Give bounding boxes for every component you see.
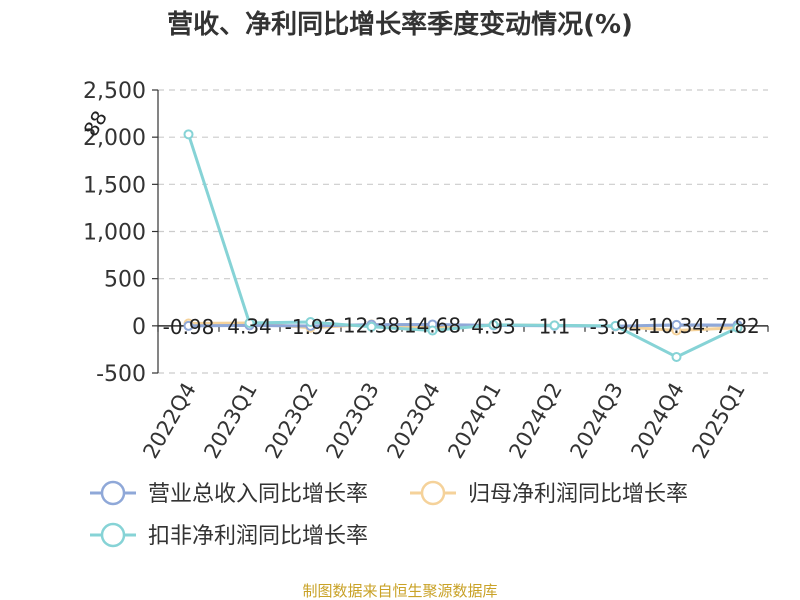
chart-title: 营收、净利同比增长率季度变动情况(%) — [167, 9, 633, 40]
data-labels: -0.98 4.34 -1.92 12.38 14.68 4.93 1.1 -3.94 10.3… — [163, 313, 760, 339]
data-label: 10.34 — [648, 314, 705, 338]
data-point — [244, 318, 255, 329]
x-tick-label: 2024Q2 — [504, 379, 566, 463]
data-label: -3.94 — [590, 315, 642, 339]
series-group — [183, 129, 743, 362]
y-tick-label: 2,000 — [83, 126, 146, 151]
y-tick-label: 2,500 — [83, 79, 146, 104]
data-label: 7.82 — [715, 314, 760, 338]
data-point — [732, 322, 743, 333]
x-tick-label: 2024Q3 — [565, 379, 627, 463]
data-label: -0.98 — [163, 315, 215, 339]
y-axis: -500 0 500 1,000 1,500 2,000 2,500 — [83, 79, 159, 387]
data-point — [610, 320, 621, 331]
y-tick-label: 1,500 — [83, 173, 146, 198]
x-axis: 2022Q42023Q12023Q22023Q32023Q42024Q12024… — [138, 325, 769, 463]
legend-label: 扣非净利润同比增长率 — [148, 524, 368, 549]
data-point — [549, 320, 560, 331]
data-point — [183, 129, 194, 140]
data-label: 12.38 — [343, 314, 400, 338]
legend-item[interactable]: 归母净利润同比增长率 — [410, 480, 688, 507]
data-point — [671, 319, 682, 330]
data-label: -1.92 — [285, 315, 337, 339]
data-label: 1.1 — [539, 315, 571, 339]
data-label: 4.93 — [471, 314, 516, 338]
legend-item[interactable]: 营业总收入同比增长率 — [90, 480, 368, 507]
series-line — [187, 133, 739, 359]
y-tick-label: 500 — [104, 268, 146, 293]
y-tick-label: 1,000 — [83, 221, 146, 246]
legend-label: 营业总收入同比增长率 — [148, 482, 368, 507]
x-tick-label: 2023Q3 — [321, 379, 383, 463]
x-tick-label: 2024Q4 — [626, 379, 688, 463]
data-point — [488, 319, 499, 330]
x-tick-label: 2023Q2 — [260, 379, 322, 463]
data-label: 14.68 — [404, 313, 461, 337]
legend-item[interactable]: 扣非净利润同比增长率 — [90, 522, 368, 549]
x-tick-label: 2022Q4 — [138, 379, 200, 463]
data-point — [305, 317, 316, 328]
y-tick-label: -500 — [96, 362, 146, 387]
legend-swatch-marker — [100, 522, 126, 548]
x-tick-label: 2023Q1 — [199, 379, 261, 463]
data-label: 4.34 — [227, 314, 272, 338]
x-tick-label: 2024Q1 — [443, 379, 505, 463]
x-tick-label: 2025Q1 — [687, 379, 749, 463]
legend-swatch-marker — [100, 480, 126, 506]
data-point — [366, 321, 377, 332]
source-note: 制图数据来自恒生聚源数据库 — [302, 582, 497, 600]
legend-label: 归母净利润同比增长率 — [468, 482, 688, 507]
series-line — [188, 322, 738, 328]
y-tick-label: 0 — [132, 315, 146, 340]
x-tick-label: 2023Q4 — [382, 379, 444, 463]
legend-swatch-marker — [420, 480, 446, 506]
data-point — [427, 325, 438, 336]
data-point — [671, 351, 682, 362]
data-point — [183, 320, 194, 331]
